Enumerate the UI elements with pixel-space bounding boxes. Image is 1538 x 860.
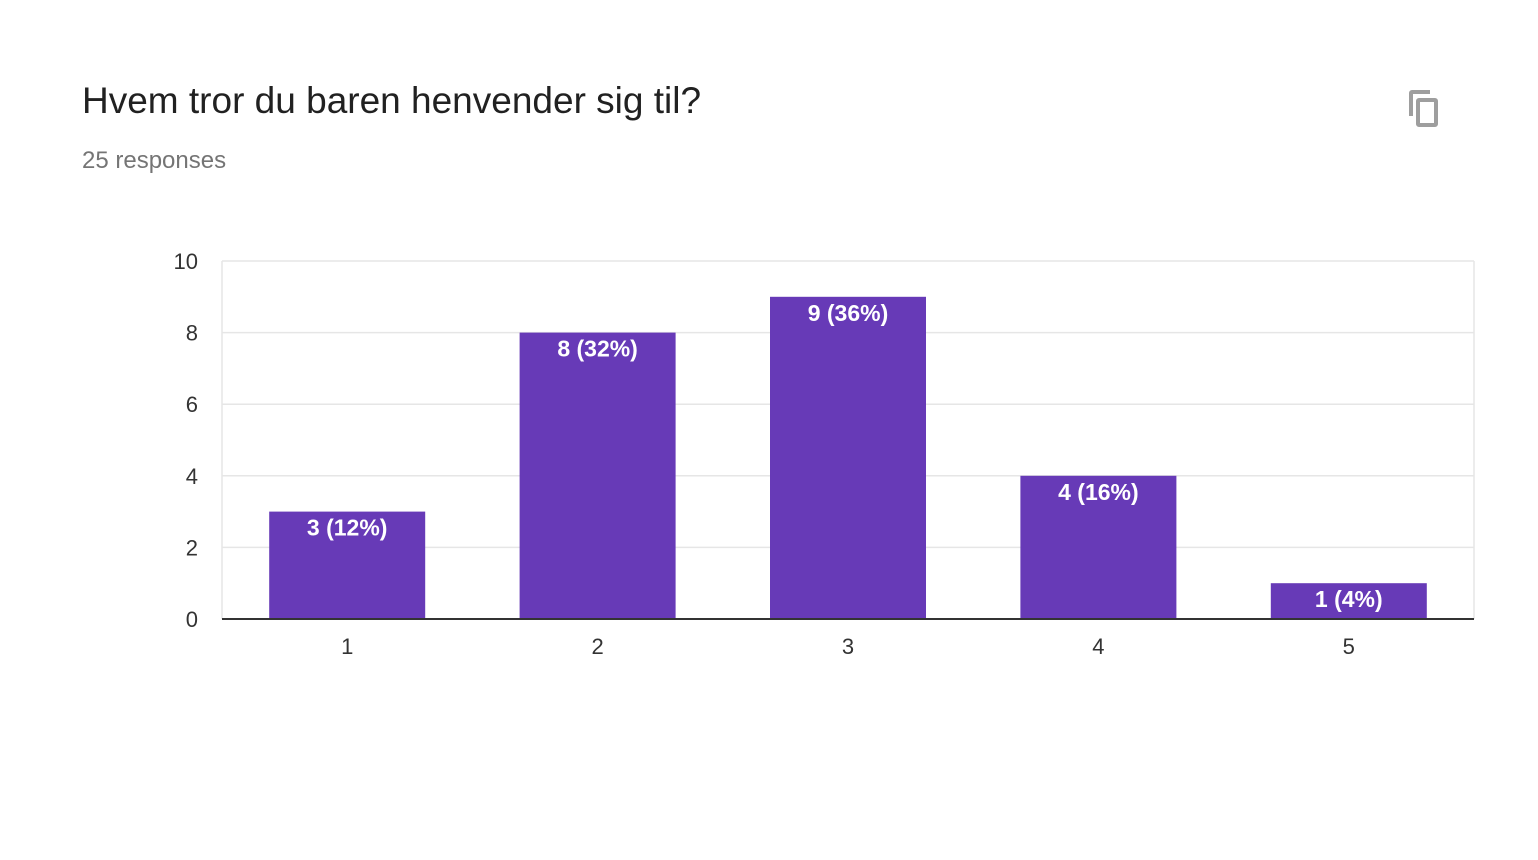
x-tick-label: 1 — [341, 634, 353, 659]
bar-data-label: 8 (32%) — [557, 336, 638, 362]
x-tick-label: 2 — [591, 634, 603, 659]
bar-data-label: 3 (12%) — [307, 515, 388, 541]
y-tick-label: 6 — [186, 392, 198, 417]
x-tick-label: 3 — [842, 634, 854, 659]
y-tick-label: 10 — [174, 249, 198, 274]
bar — [770, 296, 926, 619]
bar — [269, 511, 426, 619]
bar-data-label: 1 (4%) — [1315, 586, 1383, 612]
bar — [1020, 475, 1177, 619]
y-tick-label: 8 — [186, 321, 198, 346]
x-tick-label: 4 — [1092, 634, 1104, 659]
x-tick-label: 5 — [1343, 634, 1355, 659]
y-tick-label: 0 — [186, 607, 198, 632]
y-tick-label: 4 — [186, 464, 198, 489]
bar — [1270, 583, 1427, 619]
question-title: Hvem tror du baren henvender sig til? — [82, 80, 702, 121]
bar-data-label: 9 (36%) — [808, 300, 889, 326]
y-tick-label: 2 — [186, 535, 198, 560]
response-count: 25 responses — [82, 147, 227, 174]
copy-chart-button[interactable] — [1400, 84, 1450, 134]
bar-data-label: 4 (16%) — [1058, 479, 1139, 505]
copy-icon — [1409, 90, 1438, 127]
bar — [519, 332, 676, 619]
